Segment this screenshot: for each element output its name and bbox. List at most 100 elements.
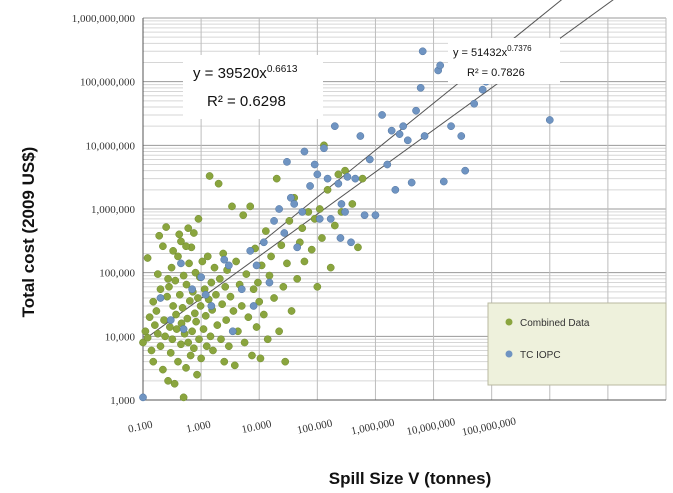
- combined-data-point: [224, 342, 233, 351]
- tc-iopc-point: [395, 130, 404, 138]
- combined-data-point: [277, 241, 286, 250]
- combined-data-point: [203, 252, 212, 261]
- combined-data-point: [244, 313, 253, 322]
- tc-iopc-point: [197, 273, 205, 282]
- combined-data-point: [232, 257, 240, 266]
- combined-data-point: [178, 304, 187, 312]
- tc-iopc-point: [207, 302, 216, 310]
- tc-iopc-point: [270, 217, 278, 225]
- combined-data-point: [318, 234, 326, 242]
- tc-iopc-point: [387, 126, 396, 135]
- combined-data-point: [358, 174, 367, 183]
- combined-data-point: [166, 349, 175, 357]
- y-tick-label: 10,000: [105, 331, 136, 343]
- combined-data-point: [156, 342, 165, 351]
- combined-data-point: [206, 332, 215, 341]
- equation-annotation-2-box: [448, 38, 560, 84]
- tc-iopc-point: [457, 132, 466, 140]
- combined-data-point: [169, 302, 177, 310]
- tc-iopc-point: [306, 182, 314, 190]
- combined-data-point: [161, 332, 169, 341]
- combined-data-point: [175, 290, 184, 299]
- combined-data-point: [174, 252, 182, 261]
- combined-data-point: [330, 221, 339, 230]
- combined-data-point: [174, 357, 182, 366]
- tc-iopc-point: [259, 238, 268, 247]
- combined-data-point: [315, 205, 324, 213]
- tc-iopc-point: [228, 327, 237, 336]
- combined-data-point: [153, 329, 162, 338]
- tc-iopc-point: [416, 83, 425, 92]
- combined-data-point: [261, 227, 270, 235]
- tc-iopc-point: [378, 111, 386, 119]
- tc-iopc-point: [246, 247, 255, 255]
- equation-annotation-1-box: [183, 55, 323, 119]
- combined-data-point: [267, 252, 275, 261]
- tc-iopc-point: [418, 47, 427, 56]
- combined-data-point: [188, 327, 196, 336]
- combined-data-point: [196, 302, 205, 310]
- combined-data-point: [186, 351, 195, 360]
- equation-1-exponent: 0.6613: [267, 64, 298, 75]
- combined-data-point: [246, 202, 255, 211]
- combined-data-point: [164, 274, 172, 283]
- combined-data-point: [163, 292, 171, 301]
- tc-iopc-point: [166, 316, 175, 324]
- combined-data-point: [160, 316, 168, 324]
- equation-annotation-2: y = 51432x0.7376 R² = 0.7826: [448, 38, 560, 84]
- combined-data-point: [155, 231, 164, 240]
- legend: Combined Data TC IOPC: [487, 302, 667, 386]
- tc-iopc-point: [420, 132, 429, 140]
- combined-data-point: [248, 351, 256, 360]
- combined-data-point: [230, 361, 239, 370]
- combined-data-point: [171, 276, 180, 285]
- combined-data-point: [348, 200, 357, 208]
- combined-data-point: [190, 344, 198, 353]
- x-tick-label: 1.000: [185, 419, 212, 436]
- svg-text:y = 39520x0.6613: y = 39520x0.6613: [193, 64, 298, 82]
- combined-data-point: [255, 297, 264, 306]
- y-tick-label: 1,000,000,000: [72, 13, 136, 25]
- tc-iopc-point: [249, 302, 258, 310]
- combined-data-point: [194, 294, 202, 302]
- combined-data-point: [287, 307, 296, 315]
- combined-data-point: [212, 290, 220, 299]
- combined-data-point: [213, 321, 222, 329]
- combined-data-point: [207, 278, 216, 287]
- tc-iopc-point: [286, 193, 295, 202]
- tc-iopc-point: [351, 174, 360, 183]
- combined-data-point: [354, 243, 362, 252]
- combined-data-point: [179, 271, 188, 280]
- combined-data-point: [175, 230, 184, 239]
- combined-data-point: [152, 307, 161, 315]
- tc-iopc-point: [320, 144, 328, 153]
- combined-data-point: [143, 333, 152, 342]
- tc-iopc-point: [341, 208, 349, 216]
- combined-data-points: [139, 141, 367, 402]
- equation-1-r2: R² = 0.6298: [207, 93, 286, 110]
- tc-iopc-point: [300, 147, 309, 156]
- combined-data-point: [270, 294, 278, 302]
- combined-data-point: [182, 363, 190, 372]
- combined-data-point: [167, 263, 176, 272]
- y-tick-labels: 1,000 10,000 100,000 1,000,000 10,000,000 100…: [72, 13, 136, 407]
- combined-data-point: [192, 317, 200, 326]
- tc-iopc-point: [447, 122, 455, 131]
- combined-data-point: [153, 270, 162, 278]
- x-tick-label: 0.100: [127, 419, 154, 436]
- tc-iopc-point: [323, 174, 332, 183]
- combined-data-point: [215, 274, 224, 283]
- combined-data-point: [190, 309, 199, 318]
- combined-data-point: [217, 335, 225, 344]
- combined-data-point: [240, 338, 249, 347]
- combined-data-point: [194, 215, 203, 223]
- equation-annotation-1: y = 39520x0.6613 R² = 0.6298: [183, 55, 323, 119]
- combined-data-point: [210, 263, 219, 272]
- combined-data-point: [198, 257, 207, 266]
- tc-iopc-point: [436, 61, 445, 70]
- combined-data-point: [182, 242, 190, 251]
- tc-iopc-point: [326, 215, 335, 223]
- combined-data-point: [141, 327, 150, 336]
- combined-data-point: [298, 224, 307, 233]
